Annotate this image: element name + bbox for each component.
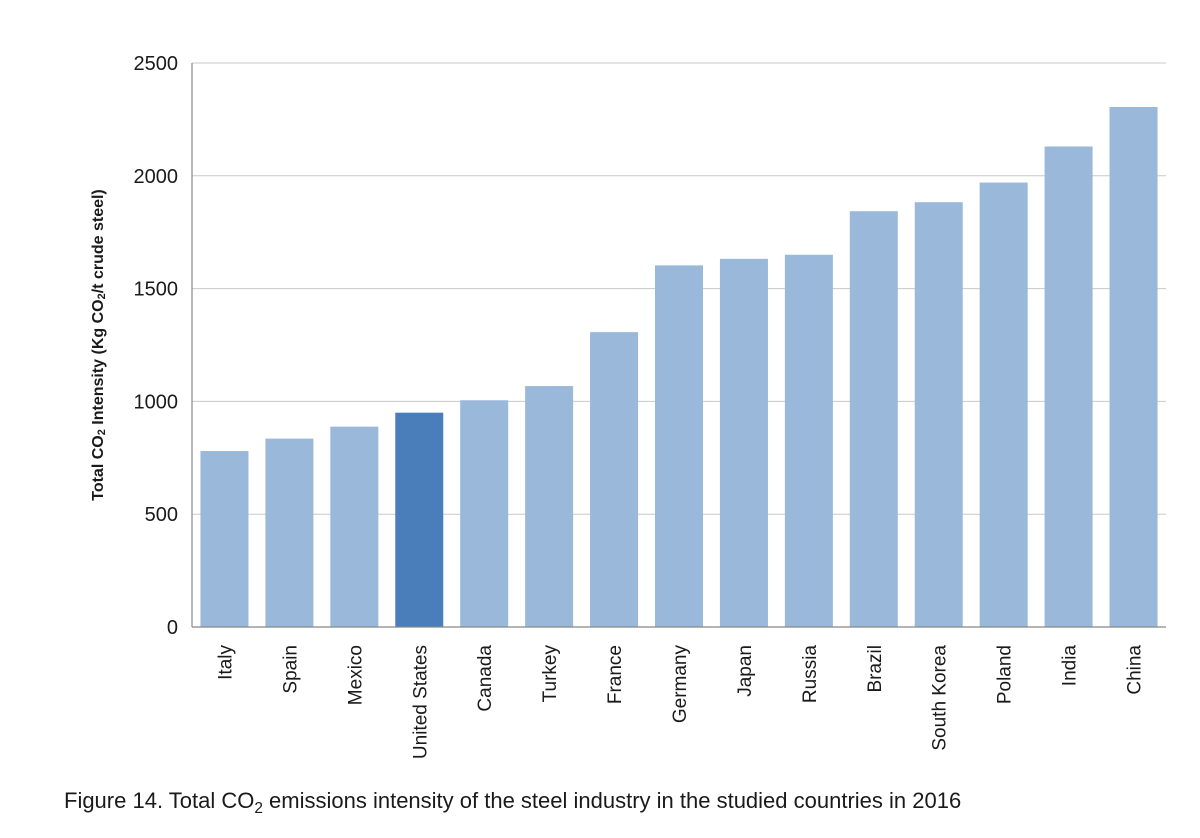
y-tick-label: 1500: [134, 279, 179, 301]
x-tick-label: Brazil: [865, 645, 886, 693]
x-tick-label: India: [1060, 645, 1081, 687]
bar-united-states: [395, 412, 444, 627]
y-tick-label: 2500: [134, 53, 179, 75]
bar-chart: 0 500 1000 1500 2000 2500 Italy Spain Mexico Uni…: [90, 53, 1166, 760]
bar-india: [1044, 146, 1093, 628]
x-tick-label: Turkey: [540, 645, 561, 703]
category-labels: Italy Spain Mexico United States Canada Turke…: [215, 645, 1145, 760]
bar-turkey: [525, 386, 574, 627]
chart-svg: 0 500 1000 1500 2000 2500 Italy Spain Mexico Uni…: [90, 53, 1166, 760]
x-tick-label: South Korea: [930, 645, 951, 751]
figure-caption: Figure 14. Total CO2 emissions intensity…: [64, 788, 962, 818]
bar-italy: [200, 451, 249, 627]
x-tick-label: Italy: [215, 645, 236, 680]
bar-canada: [460, 400, 509, 627]
x-tick-label: Germany: [670, 645, 691, 724]
x-tick-label: Spain: [280, 645, 301, 694]
y-axis-title: Total CO2 Intensity (Kg CO2/t crude stee…: [90, 189, 108, 501]
x-tick-label: China: [1125, 645, 1146, 695]
x-tick-label: Mexico: [345, 645, 366, 705]
bar-poland: [979, 182, 1028, 627]
bar-china: [1109, 106, 1158, 627]
bar-japan: [719, 258, 768, 627]
x-tick-label: France: [605, 645, 626, 704]
x-tick-label: Canada: [475, 645, 496, 712]
y-tick-label: 2000: [134, 166, 179, 188]
x-tick-label: Japan: [735, 645, 756, 697]
bar-germany: [655, 265, 703, 627]
x-tick-label: Russia: [800, 645, 821, 704]
bar-brazil: [849, 211, 898, 628]
bar-south-korea: [914, 202, 963, 628]
bar-spain: [265, 438, 314, 627]
caption-subscript: 2: [254, 800, 263, 818]
y-tick-labels: 0 500 1000 1500 2000 2500: [134, 53, 179, 639]
caption-text-start: Figure 14. Total CO: [64, 788, 255, 813]
caption-text-end: emissions intensity of the steel industr…: [262, 788, 962, 813]
axes: [191, 63, 1166, 628]
bar-france: [590, 332, 639, 627]
y-tick-label: 0: [167, 617, 178, 639]
y-tick-label: 500: [145, 504, 178, 526]
bar-mexico: [330, 426, 379, 627]
y-tick-label: 1000: [134, 391, 179, 413]
x-tick-label: United States: [410, 645, 431, 759]
bars: [200, 106, 1158, 628]
x-tick-label: Poland: [995, 645, 1016, 704]
bar-russia: [784, 254, 833, 627]
